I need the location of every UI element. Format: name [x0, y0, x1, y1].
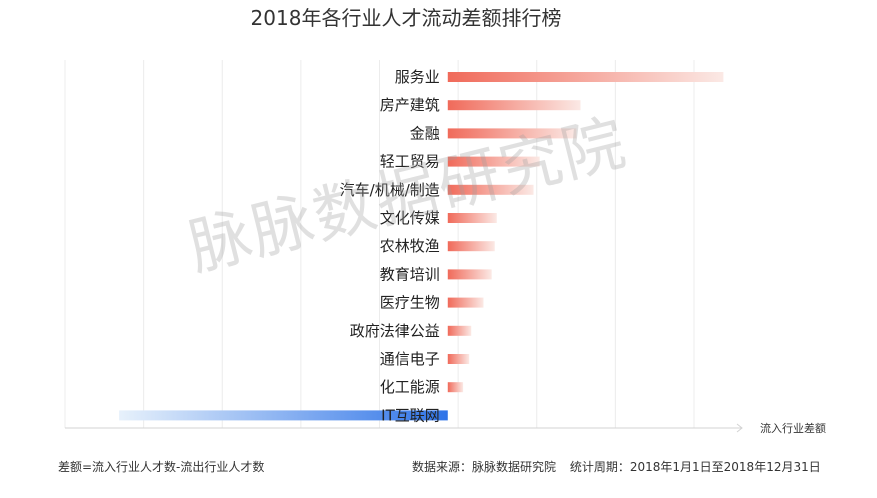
bar: [447, 241, 495, 252]
chart-title: 2018年各行业人才流动差额排行榜: [251, 6, 562, 30]
category-label: 汽车/机械/制造: [340, 181, 440, 199]
category-label: IT互联网: [381, 406, 440, 424]
category-labels: 服务业房产建筑金融轻工贸易汽车/机械/制造文化传媒农林牧渔教育培训医疗生物政府法…: [340, 68, 440, 424]
bar: [447, 354, 470, 364]
source-text: 数据来源：脉脉数据研究院: [412, 460, 557, 474]
bar: [447, 72, 724, 82]
footnote: 差额=流入行业人才数-流出行业人才数: [58, 460, 265, 474]
bar: [447, 128, 577, 139]
bar: [447, 184, 534, 195]
x-axis-arrow: [736, 423, 743, 433]
category-label: 医疗生物: [380, 294, 440, 312]
category-label: 通信电子: [380, 350, 440, 368]
category-label: 轻工贸易: [380, 153, 440, 171]
category-label: 教育培训: [380, 265, 440, 283]
x-axis: [65, 423, 743, 433]
category-label: 农林牧渔: [380, 237, 440, 255]
x-axis-label: 流入行业差额: [760, 421, 826, 435]
category-label: 政府法律公益: [350, 322, 440, 340]
bar: [447, 325, 472, 336]
bar: [447, 100, 581, 111]
category-label: 金融: [410, 124, 440, 142]
bar: [447, 213, 497, 223]
bar: [447, 156, 540, 167]
bars: [119, 72, 724, 421]
category-label: 房产建筑: [380, 96, 440, 114]
bar: [447, 382, 464, 393]
bar: [119, 410, 448, 421]
period-text: 统计周期：2018年1月1日至2018年12月31日: [569, 460, 821, 474]
category-label: 化工能源: [380, 378, 440, 396]
bar: [447, 297, 484, 308]
category-label: 服务业: [395, 68, 440, 86]
bar: [447, 269, 492, 280]
category-label: 文化传媒: [380, 209, 440, 227]
source-line: 数据来源：脉脉数据研究院 统计周期：2018年1月1日至2018年12月31日: [412, 458, 821, 475]
